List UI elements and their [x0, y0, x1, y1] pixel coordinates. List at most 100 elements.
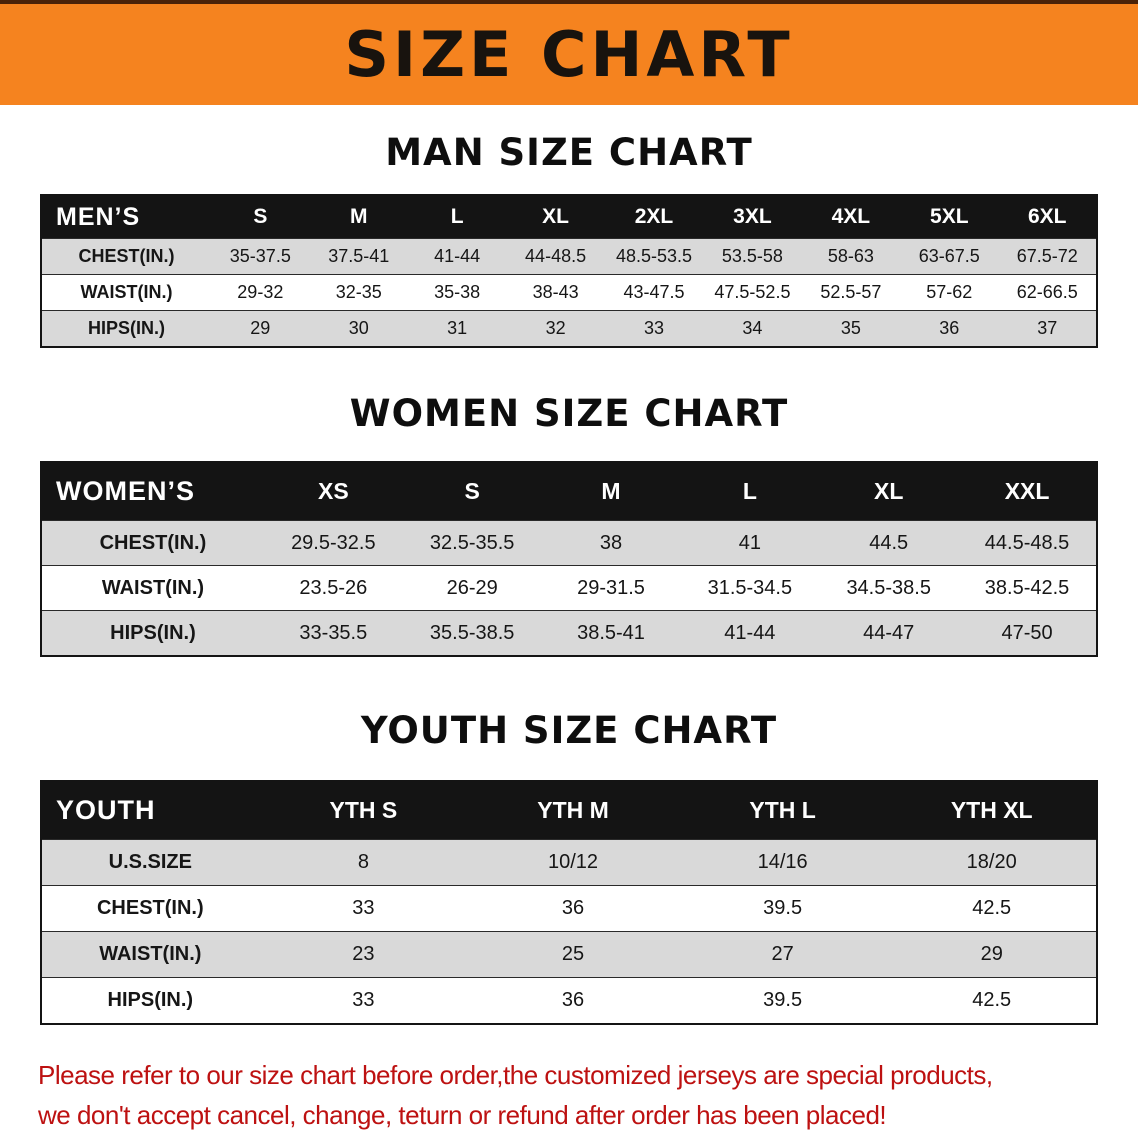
- measurement-label: CHEST(IN.): [41, 520, 264, 566]
- size-column-header: XL: [542, 205, 569, 228]
- measurement-value: 44-48.5: [506, 238, 605, 275]
- measurement-value: 63-67.5: [900, 238, 999, 275]
- measurement-label: CHEST(IN.): [41, 885, 259, 932]
- table-row: HIPS(IN.) 33 36 39.5 42.5: [41, 977, 1097, 1024]
- table-row: HIPS(IN.) 29 30 31 32 33 34 35 36 37: [41, 310, 1097, 347]
- measurement-value: 44-47: [819, 610, 959, 656]
- measurement-value: 42.5: [887, 977, 1097, 1024]
- measurement-value: 37.5-41: [309, 238, 408, 275]
- measurement-label: HIPS(IN.): [41, 610, 264, 656]
- measurement-value: 36: [468, 885, 678, 932]
- measurement-label: U.S.SIZE: [41, 839, 259, 886]
- table-header-row: MEN’S S M L XL 2XL 3XL 4XL 5XL 6XL: [41, 195, 1097, 239]
- measurement-value: 14/16: [677, 839, 888, 886]
- measurement-value: 53.5-58: [703, 238, 802, 275]
- measurement-value: 29: [211, 310, 310, 347]
- size-column-header: 3XL: [733, 205, 772, 228]
- measurement-value: 8: [258, 839, 469, 886]
- disclaimer-line-2: we don't accept cancel, change, teturn o…: [38, 1100, 887, 1130]
- measurement-value: 35: [801, 310, 901, 347]
- table-group-label: MEN’S: [56, 202, 141, 231]
- size-column-header: YTH XL: [950, 797, 1033, 823]
- table-row: WAIST(IN.) 29-32 32-35 35-38 38-43 43-47.5 47.…: [41, 274, 1097, 311]
- disclaimer: Please refer to our size chart before or…: [38, 1055, 1100, 1132]
- measurement-value: 33-35.5: [263, 610, 403, 656]
- table-row: CHEST(IN.) 29.5-32.5 32.5-35.5 38 41 44.5 44.5…: [41, 520, 1097, 566]
- measurement-label: HIPS(IN.): [41, 977, 259, 1024]
- measurement-label: HIPS(IN.): [41, 310, 212, 347]
- measurement-value: 41-44: [680, 610, 820, 656]
- measurement-value: 34: [703, 310, 802, 347]
- size-column-header: XL: [874, 478, 904, 504]
- measurement-value: 42.5: [887, 885, 1097, 932]
- table-group-label: WOMEN’S: [56, 476, 195, 506]
- measurement-value: 32-35: [309, 274, 408, 311]
- measurement-value: 10/12: [468, 839, 678, 886]
- measurement-value: 38: [541, 520, 681, 566]
- measurement-value: 67.5-72: [998, 238, 1097, 275]
- size-column-header: YTH M: [537, 797, 609, 823]
- measurement-value: 36: [468, 977, 678, 1024]
- measurement-value: 41-44: [407, 238, 507, 275]
- size-column-header: M: [349, 205, 368, 228]
- size-column-header: YTH L: [749, 797, 816, 823]
- measurement-value: 25: [468, 931, 678, 978]
- measurement-label: WAIST(IN.): [41, 565, 264, 611]
- men-size-table: MEN’S S M L XL 2XL 3XL 4XL 5XL 6XL CHEST(IN.) 35-37…: [40, 194, 1098, 348]
- table-row: WAIST(IN.) 23 25 27 29: [41, 931, 1097, 978]
- measurement-value: 58-63: [801, 238, 901, 275]
- measurement-value: 48.5-53.5: [604, 238, 704, 275]
- table-row: CHEST(IN.) 35-37.5 37.5-41 41-44 44-48.5 48.5…: [41, 238, 1097, 275]
- table-row: U.S.SIZE 8 10/12 14/16 18/20: [41, 839, 1097, 886]
- measurement-label: CHEST(IN.): [41, 238, 212, 275]
- measurement-value: 39.5: [677, 977, 888, 1024]
- men-section-heading: MAN SIZE CHART: [385, 131, 753, 174]
- table-row: CHEST(IN.) 33 36 39.5 42.5: [41, 885, 1097, 932]
- table-group-label: YOUTH: [56, 795, 156, 825]
- disclaimer-line-1: Please refer to our size chart before or…: [38, 1060, 993, 1090]
- measurement-value: 27: [677, 931, 888, 978]
- measurement-value: 37: [998, 310, 1097, 347]
- measurement-value: 35-38: [407, 274, 507, 311]
- measurement-value: 52.5-57: [801, 274, 901, 311]
- measurement-value: 23: [258, 931, 469, 978]
- measurement-value: 34.5-38.5: [819, 565, 959, 611]
- table-header-row: WOMEN’S XS S M L XL XXL: [41, 462, 1097, 521]
- measurement-value: 39.5: [677, 885, 888, 932]
- table-row: HIPS(IN.) 33-35.5 35.5-38.5 38.5-41 41-44 44-…: [41, 610, 1097, 656]
- measurement-value: 44.5: [819, 520, 959, 566]
- measurement-value: 35.5-38.5: [402, 610, 542, 656]
- size-table: WOMEN’S XS S M L XL XXL CHEST(IN.) 29.5-32.5 32.5…: [40, 461, 1098, 657]
- size-column-header: XXL: [1004, 478, 1050, 504]
- table-header-row: YOUTH YTH S YTH M YTH L YTH XL: [41, 781, 1097, 840]
- measurement-value: 38.5-42.5: [958, 565, 1097, 611]
- size-column-header: L: [742, 478, 757, 504]
- banner-title: SIZE CHART: [344, 17, 794, 91]
- size-column-header: 2XL: [634, 205, 674, 228]
- size-column-header: XS: [317, 478, 349, 504]
- measurement-value: 33: [604, 310, 704, 347]
- measurement-label: WAIST(IN.): [41, 274, 212, 311]
- measurement-value: 30: [309, 310, 408, 347]
- size-column-header: L: [450, 205, 464, 228]
- measurement-value: 38-43: [506, 274, 605, 311]
- size-column-header: 4XL: [831, 205, 871, 228]
- measurement-value: 44.5-48.5: [958, 520, 1097, 566]
- measurement-value: 31.5-34.5: [680, 565, 820, 611]
- measurement-value: 43-47.5: [604, 274, 704, 311]
- size-chart-banner: SIZE CHART: [0, 0, 1138, 105]
- measurement-value: 33: [258, 885, 469, 932]
- women-size-chart-section: WOMEN SIZE CHART WOMEN’S XS S M L XL XXL CHEST(…: [0, 392, 1138, 657]
- measurement-value: 57-62: [900, 274, 999, 311]
- measurement-value: 23.5-26: [263, 565, 403, 611]
- measurement-value: 32.5-35.5: [402, 520, 542, 566]
- size-column-header: M: [601, 478, 621, 504]
- measurement-value: 29-32: [211, 274, 310, 311]
- size-column-header: YTH S: [329, 797, 398, 823]
- measurement-value: 33: [258, 977, 469, 1024]
- measurement-value: 18/20: [887, 839, 1097, 886]
- size-column-header: 5XL: [930, 205, 969, 228]
- measurement-value: 38.5-41: [541, 610, 681, 656]
- measurement-value: 41: [680, 520, 820, 566]
